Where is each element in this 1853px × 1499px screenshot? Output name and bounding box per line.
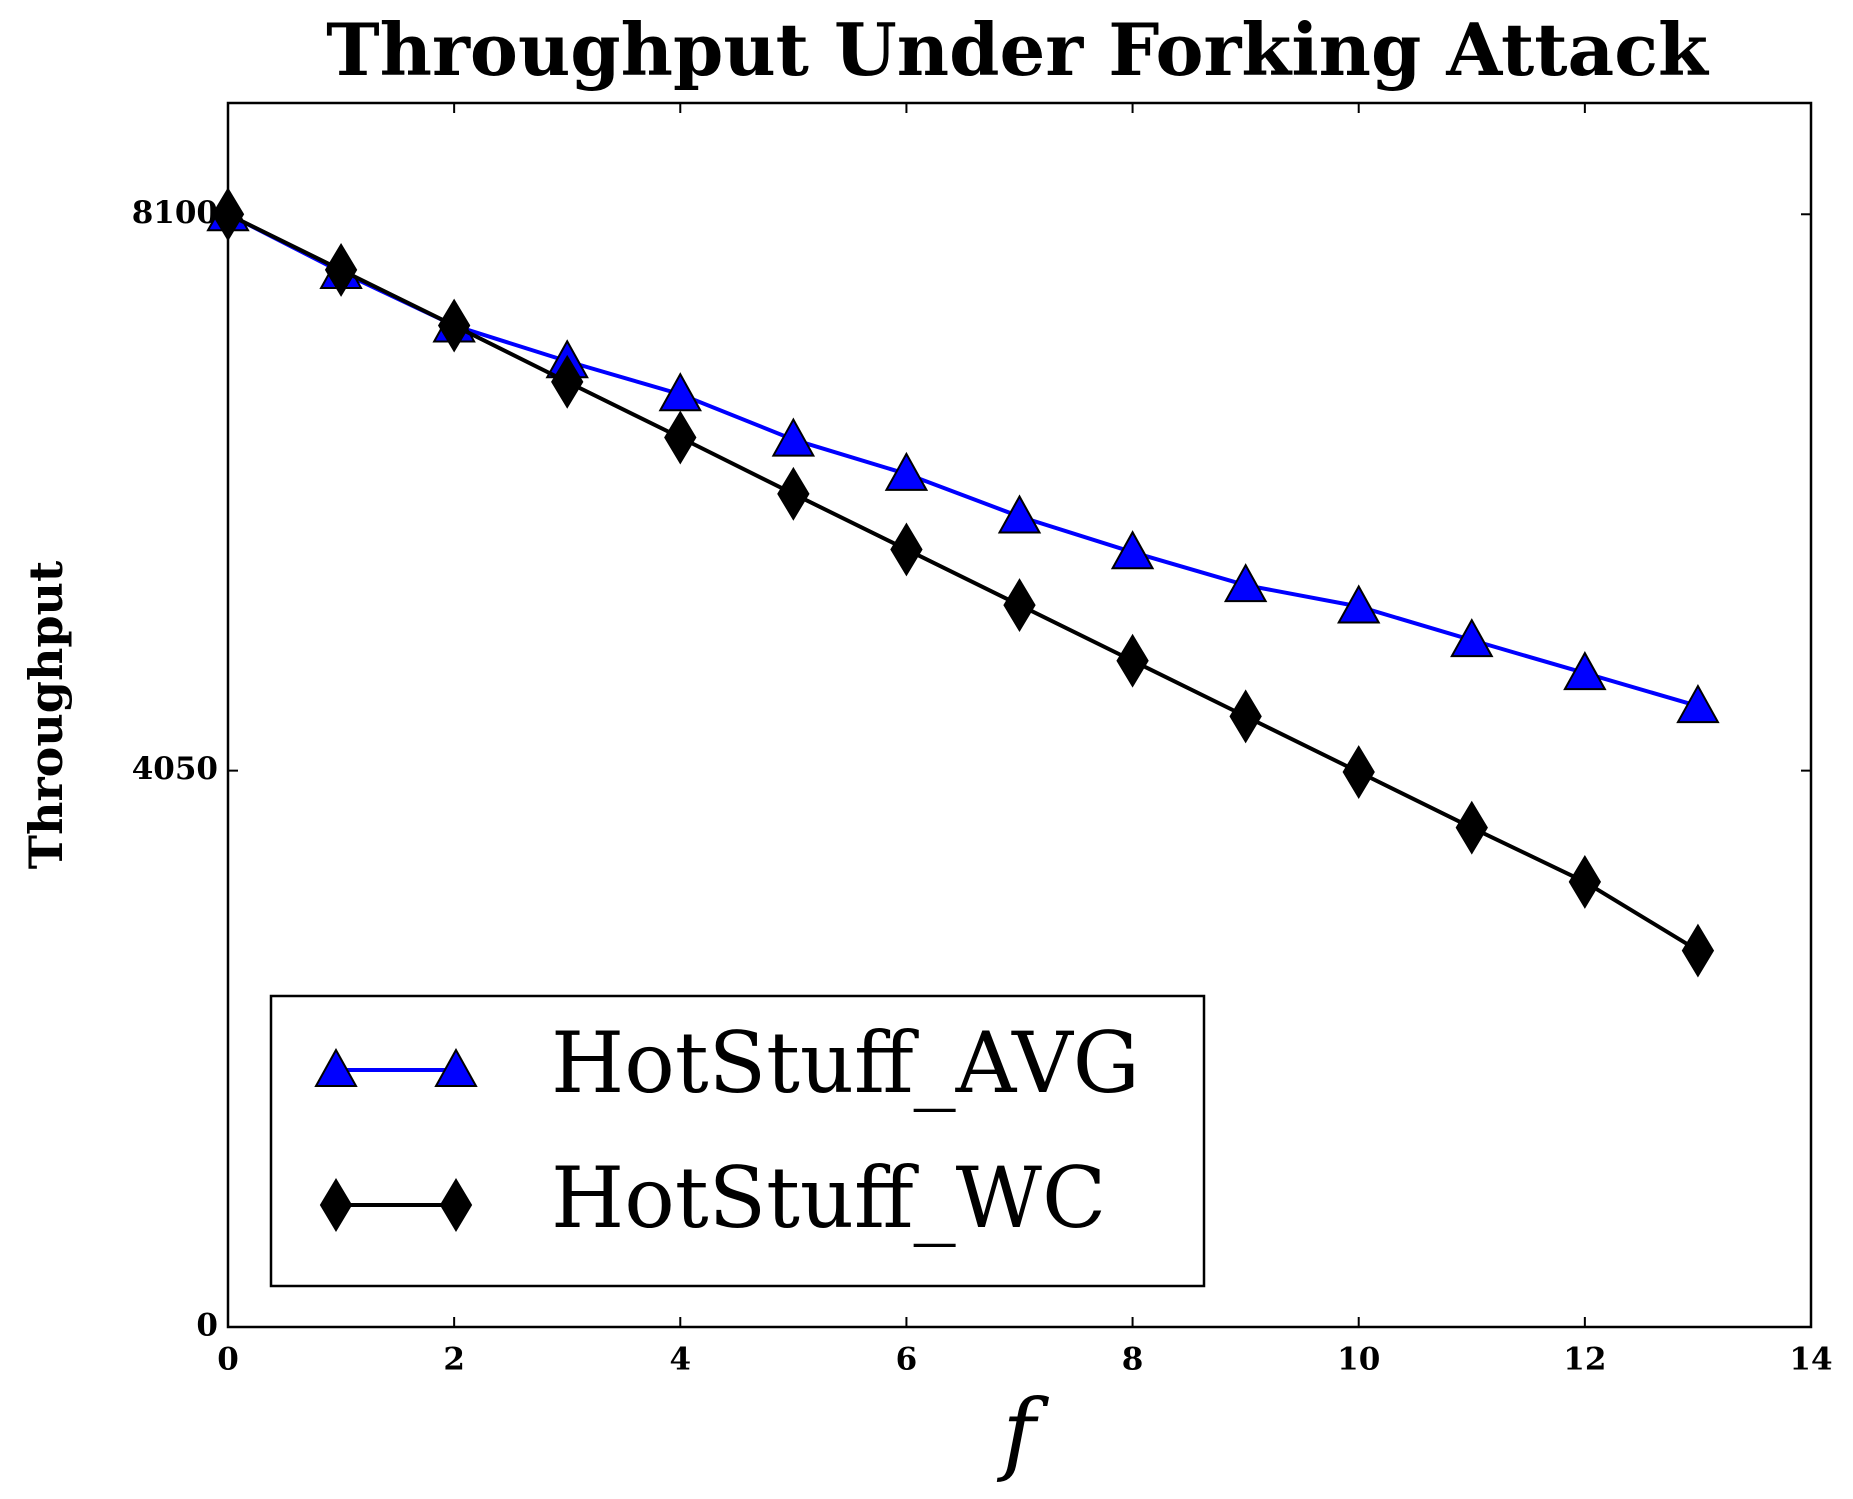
x-axis-label: f <box>996 1380 1049 1485</box>
x-tick-label: 14 <box>1789 1342 1832 1378</box>
legend-label: HotStuff_WC <box>551 1149 1106 1247</box>
triangle-marker <box>1676 684 1720 724</box>
diamond-marker <box>439 1178 473 1232</box>
triangle-marker <box>1110 530 1155 570</box>
diamond-marker <box>1568 854 1602 909</box>
diamond-marker <box>437 298 471 353</box>
y-tick-label: 0 <box>196 1308 218 1344</box>
diamond-marker <box>319 1178 353 1232</box>
triangle-marker <box>771 417 816 457</box>
diamond-marker <box>1229 689 1262 744</box>
diamond-marker <box>1342 745 1375 799</box>
triangle-marker <box>884 451 929 491</box>
diamond-marker <box>777 466 810 521</box>
triangle-marker <box>314 1047 358 1087</box>
x-tick-label: 8 <box>1122 1342 1144 1378</box>
series-line <box>227 212 1699 708</box>
diamond-marker <box>211 187 245 242</box>
x-tick-label: 4 <box>669 1342 691 1378</box>
x-tick-label: 6 <box>896 1342 918 1378</box>
series-line <box>227 212 1699 953</box>
triangle-marker <box>658 372 702 412</box>
triangle-marker <box>997 494 1042 534</box>
y-tick-label: 8100 <box>132 195 218 231</box>
x-tick-label: 2 <box>443 1342 465 1378</box>
diamond-marker <box>1116 633 1149 688</box>
y-tick-label: 4050 <box>132 751 218 787</box>
diamond-marker <box>890 522 923 577</box>
diamond-marker <box>1455 800 1488 855</box>
x-tick-label: 10 <box>1337 1342 1380 1378</box>
x-tick-label: 0 <box>217 1342 239 1378</box>
x-tick-label: 12 <box>1563 1342 1606 1378</box>
legend-label: HotStuff_AVG <box>551 1014 1140 1112</box>
legend-box <box>269 994 1206 1288</box>
triangle-marker <box>434 1047 478 1087</box>
triangle-marker <box>1450 618 1494 658</box>
triangle-marker <box>1563 651 1607 691</box>
triangle-marker <box>1337 584 1381 624</box>
triangle-marker <box>1223 563 1268 603</box>
diamond-marker <box>324 242 358 297</box>
plot-frame <box>226 101 1813 1329</box>
diamond-marker <box>1681 923 1715 978</box>
diamond-marker <box>1003 578 1036 633</box>
chart-title: Throughput Under Forking Attack <box>326 7 1710 92</box>
y-axis-label: Throughput <box>19 560 73 869</box>
diamond-marker <box>664 410 697 465</box>
diamond-marker <box>551 354 584 409</box>
